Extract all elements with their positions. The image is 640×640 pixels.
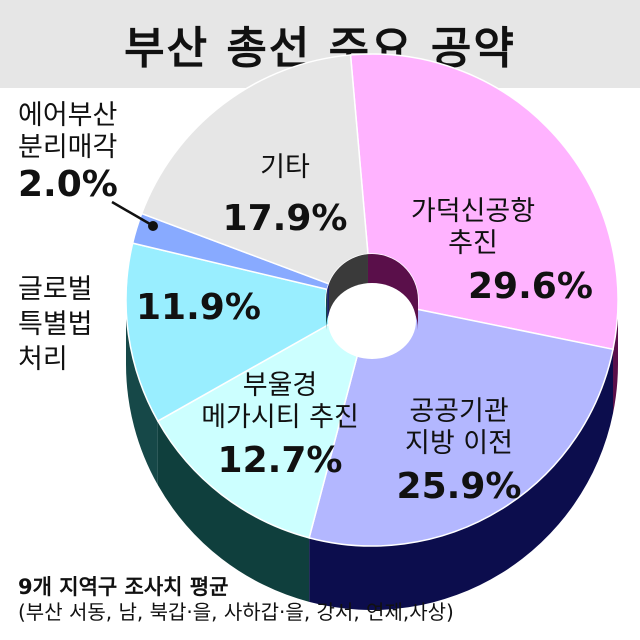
label-global-line3: 처리	[18, 344, 68, 376]
label-buul-line2: 메가시티 추진	[201, 401, 359, 433]
label-airbusan-value: 2.0%	[18, 163, 118, 205]
label-buul-line1: 부울경	[242, 370, 318, 401]
footnote-line1: 9개 지역구 조사치 평균	[18, 575, 229, 599]
donut-hole	[328, 283, 416, 359]
label-gadeok-value: 29.6%	[468, 265, 593, 307]
label-gonggong-line2: 지방 이전	[405, 427, 513, 459]
hole-wall-global	[325, 289, 328, 330]
side-buul	[157, 421, 310, 602]
label-gonggong: 공공기관 지방 이전 25.9%	[384, 396, 534, 508]
leader-line-airbusan	[111, 200, 151, 226]
hole-wall-airbusan	[327, 283, 329, 320]
footnote-line2: (부산 서동, 남, 북갑·을, 사하갑·을, 강서, 연제,사상)	[18, 600, 454, 625]
label-buul-value: 12.7%	[217, 439, 343, 481]
label-global-value: 11.9%	[136, 287, 261, 328]
footnote: 9개 지역구 조사치 평균 (부산 서동, 남, 북갑·을, 사하갑·을, 강서…	[18, 574, 454, 625]
label-airbusan: 에어부산 분리매각 2.0%	[18, 100, 158, 206]
label-gadeok-line2: 추진	[448, 227, 498, 259]
label-global: 글로벌 특별법 처리	[18, 272, 128, 377]
label-gadeok-line1: 가덕신공항	[410, 196, 536, 227]
label-gita-line1: 기타	[260, 152, 310, 183]
label-gita-value: 17.9%	[222, 197, 348, 239]
hole-wall-gadeok	[367, 254, 418, 330]
label-global-line2: 특별법	[18, 309, 93, 341]
leader-dot-airbusan	[148, 221, 158, 231]
label-gonggong-value: 25.9%	[396, 465, 522, 507]
side-global	[126, 300, 158, 486]
side-gonggong	[309, 349, 614, 611]
label-gita: 기타 17.9%	[220, 152, 350, 240]
label-global-line1: 글로벌	[18, 274, 93, 305]
label-gonggong-line1: 공공기관	[409, 396, 509, 427]
label-global-value-box: 11.9%	[136, 287, 261, 329]
label-airbusan-line2: 분리매각	[18, 131, 118, 163]
label-buul: 부울경 메가시티 추진 12.7%	[180, 370, 380, 482]
hole-wall-gita	[328, 254, 368, 314]
label-gadeok: 가덕신공항 추진 29.6%	[388, 196, 593, 308]
label-airbusan-line1: 에어부산	[18, 100, 118, 131]
